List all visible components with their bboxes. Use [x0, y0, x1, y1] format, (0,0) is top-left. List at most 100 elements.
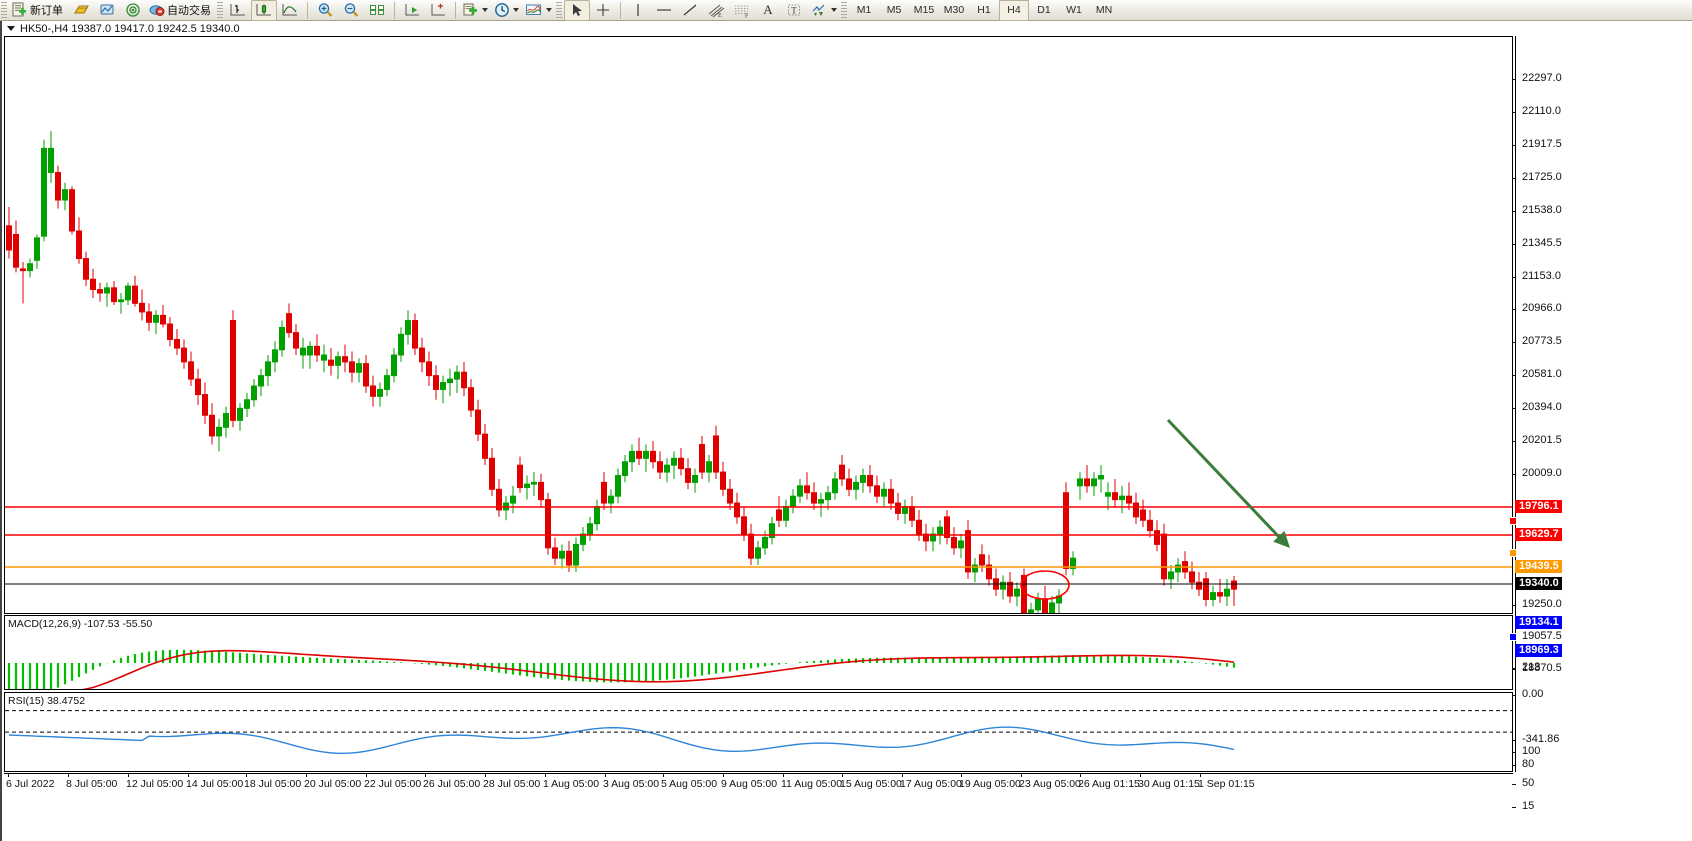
arrow-cursor-icon — [573, 4, 582, 16]
cursor-tool-button[interactable] — [564, 0, 590, 21]
line-chart-icon — [282, 4, 297, 16]
time-tick — [128, 774, 129, 777]
bar-chart-button[interactable] — [225, 0, 251, 21]
new-order-label: 新订单 — [30, 4, 63, 17]
time-tick — [1021, 774, 1022, 777]
toolbar-grip-4[interactable] — [841, 2, 847, 18]
rsi-pane[interactable] — [4, 692, 1513, 772]
navigator-button[interactable] — [120, 0, 146, 21]
price-level-badge[interactable]: 18969.3 — [1515, 644, 1562, 657]
price-plot — [5, 131, 1512, 613]
timeframe-w1[interactable]: W1 — [1066, 4, 1082, 16]
price-level-badge[interactable]: 19134.1 — [1515, 616, 1562, 629]
chart-shift-marker-button[interactable] — [425, 0, 451, 21]
toolbar-grip-2[interactable] — [217, 2, 223, 18]
autotrading-button[interactable]: 自动交易 — [146, 0, 216, 21]
time-tick-label: 22 Jul 05:00 — [364, 778, 422, 790]
navigator-icon — [126, 3, 140, 17]
label-button[interactable]: T — [781, 0, 807, 21]
toolbar-separator-4 — [620, 1, 621, 19]
time-tick — [1080, 774, 1081, 777]
timeframe-h1[interactable]: H1 — [977, 4, 991, 16]
time-tick-label: 15 Aug 05:00 — [840, 778, 902, 790]
timeframe-m1[interactable]: M1 — [856, 4, 872, 16]
objects-button[interactable] — [807, 0, 840, 21]
time-tick-label: 23 Aug 05:00 — [1019, 778, 1081, 790]
time-axis[interactable]: 6 Jul 2022 8 Jul 05:00 12 Jul 05:00 14 Jul … — [4, 773, 1513, 793]
text-button[interactable]: A — [755, 0, 781, 21]
timeframe-h4[interactable]: H4 — [999, 0, 1029, 21]
data-window-icon — [100, 4, 114, 15]
price-level-handle[interactable] — [1509, 517, 1517, 525]
gold-bar-icon — [74, 5, 89, 14]
zoom-in-button[interactable] — [312, 0, 338, 21]
time-tick-label: 26 Jul 05:00 — [423, 778, 481, 790]
crosshair-tool-button[interactable] — [590, 0, 616, 21]
timeframe-d1[interactable]: D1 — [1037, 4, 1051, 16]
price-pane[interactable] — [4, 36, 1513, 614]
price-level-badge[interactable]: 19796.1 — [1515, 500, 1562, 513]
channel-icon: E — [708, 4, 725, 18]
chevron-down-icon-3[interactable] — [546, 8, 552, 12]
axis-tick — [1512, 784, 1516, 785]
period-button[interactable] — [491, 0, 522, 21]
time-tick — [902, 774, 903, 777]
new-order-icon — [12, 2, 26, 17]
price-tick-label: 21345.5 — [1522, 237, 1562, 249]
price-level-badge[interactable]: 19340.0 — [1515, 577, 1562, 590]
equidistant-channel-button[interactable]: E — [703, 0, 729, 21]
time-tick-label: 19 Aug 05:00 — [959, 778, 1021, 790]
time-tick — [1200, 774, 1201, 777]
axis-tick — [1512, 342, 1516, 343]
time-tick — [783, 774, 784, 777]
zoom-out-icon — [344, 3, 358, 17]
timeframe-mn[interactable]: MN — [1095, 4, 1113, 16]
price-level-badge[interactable]: 19439.5 — [1515, 560, 1562, 573]
chevron-down-icon-4[interactable] — [831, 8, 837, 12]
time-tick — [961, 774, 962, 777]
time-tick — [663, 774, 664, 777]
axis-tick — [1512, 309, 1516, 310]
zoom-out-button[interactable] — [338, 0, 364, 21]
time-tick-label: 3 Aug 05:00 — [603, 778, 660, 790]
fibonacci-button[interactable]: F — [729, 0, 755, 21]
price-level-handle[interactable] — [1509, 633, 1517, 641]
timeframe-m30[interactable]: M30 — [943, 4, 965, 16]
vertical-line-button[interactable] — [625, 0, 651, 21]
candlestick-chart-button[interactable] — [251, 0, 277, 21]
new-order-button[interactable]: 新订单 — [9, 0, 68, 21]
market-watch-button[interactable] — [68, 0, 94, 21]
fibonacci-icon: F — [735, 5, 749, 18]
templates-button[interactable] — [522, 0, 555, 21]
chevron-down-icon-2[interactable] — [513, 8, 519, 12]
toolbar-grip[interactable] — [1, 2, 7, 18]
time-tick-label: 12 Jul 05:00 — [126, 778, 184, 790]
time-tick-label: 6 Jul 2022 — [6, 778, 55, 790]
indicators-button[interactable] — [460, 0, 491, 21]
price-axis[interactable]: 22297.0 22110.0 21917.5 21725.0 21538.0 21345… — [1509, 36, 1692, 812]
price-tick-label: 20581.0 — [1522, 368, 1562, 380]
objects-icon — [812, 4, 825, 16]
time-tick — [425, 774, 426, 777]
macd-tick-label: 0.00 — [1522, 688, 1544, 700]
toolbar-grip-3[interactable] — [556, 2, 562, 18]
chart-menu-caret-icon[interactable] — [7, 26, 15, 31]
price-level-handle[interactable] — [1509, 549, 1517, 557]
price-tick-label: 20773.5 — [1522, 335, 1562, 347]
line-chart-button[interactable] — [277, 0, 303, 21]
horizontal-line-button[interactable] — [651, 0, 677, 21]
axis-tick — [1512, 112, 1516, 113]
chevron-down-icon[interactable] — [482, 8, 488, 12]
time-tick-label: 17 Aug 05:00 — [900, 778, 962, 790]
timeframe-m15[interactable]: M15 — [913, 4, 935, 16]
timeframe-m5[interactable]: M5 — [886, 4, 902, 16]
chart-shift-button[interactable] — [364, 0, 390, 21]
time-tick-label: 18 Jul 05:00 — [244, 778, 302, 790]
data-window-button[interactable] — [94, 0, 120, 21]
trendline-button[interactable] — [677, 0, 703, 21]
macd-pane[interactable] — [4, 615, 1513, 690]
auto-scroll-button[interactable] — [399, 0, 425, 21]
time-tick — [246, 774, 247, 777]
time-tick-label: 5 Aug 05:00 — [661, 778, 718, 790]
price-level-badge[interactable]: 19629.7 — [1515, 528, 1562, 541]
